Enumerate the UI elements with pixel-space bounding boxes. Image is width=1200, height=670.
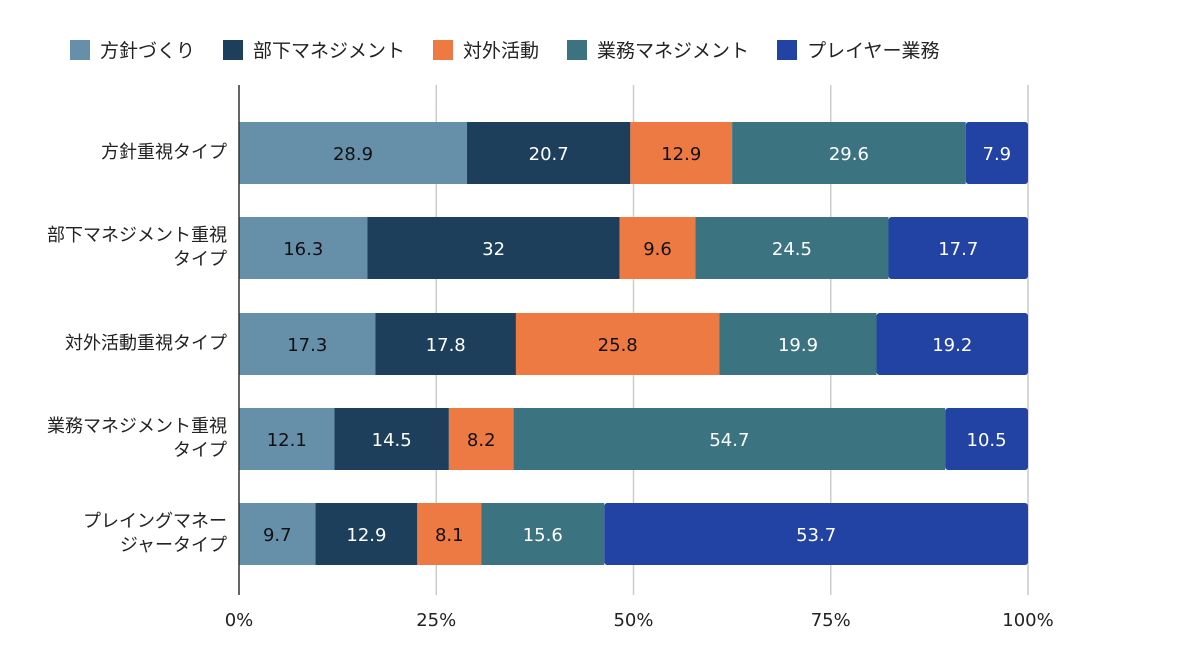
- legend-item: 業務マネジメント: [567, 36, 749, 63]
- data-label: 19.9: [778, 335, 818, 356]
- legend-item: プレイヤー業務: [777, 36, 940, 63]
- bar-segment: [630, 122, 733, 184]
- legend-label: 対外活動: [463, 40, 540, 62]
- legend-swatch: [70, 39, 90, 60]
- bar-segment: [876, 313, 1028, 375]
- bar-segment: [945, 408, 1028, 470]
- data-label: 8.1: [435, 525, 464, 546]
- bar-segment: [515, 313, 720, 375]
- data-label: 12.1: [267, 430, 307, 451]
- bar-segment: [719, 313, 877, 375]
- bar-segment: [965, 122, 1028, 184]
- bar-segment: [467, 122, 631, 184]
- legend-label: 部下マネジメント: [253, 40, 406, 62]
- legend-label: プレイヤー業務: [807, 40, 940, 62]
- data-label: 7.9: [983, 144, 1012, 165]
- legend-item: 部下マネジメント: [223, 36, 405, 63]
- legend-swatch: [777, 39, 798, 60]
- data-label: 16.3: [283, 239, 323, 260]
- legend-item: 方針づくり: [70, 36, 195, 63]
- data-label: 28.9: [333, 144, 373, 165]
- data-label: 24.5: [772, 239, 812, 260]
- bar-segment: [619, 217, 696, 279]
- bar-segment: [604, 503, 1028, 565]
- data-label: 15.6: [523, 525, 563, 546]
- category-label: 対外活動重視タイプ: [65, 333, 227, 354]
- data-label: 9.7: [263, 525, 292, 546]
- data-label: 17.3: [287, 335, 327, 356]
- legend-label: 業務マネジメント: [597, 40, 750, 62]
- bar-segment: [239, 313, 376, 375]
- data-label: 25.8: [598, 335, 638, 356]
- category-label: 業務マネジメント重視 タイプ: [47, 416, 227, 461]
- legend-swatch: [433, 39, 454, 60]
- data-label: 17.8: [426, 335, 466, 356]
- bar-segment: [695, 217, 889, 279]
- data-label: 20.7: [529, 144, 569, 165]
- bar-segment: [239, 217, 368, 279]
- legend-item: 対外活動: [433, 36, 539, 63]
- bar-segment: [513, 408, 946, 470]
- bar-segment: [375, 313, 516, 375]
- data-label: 32: [482, 239, 505, 260]
- legend-label: 方針づくり: [100, 40, 196, 62]
- data-label: 17.7: [938, 239, 978, 260]
- legend-swatch: [223, 39, 244, 60]
- bar-segment: [888, 217, 1028, 279]
- bar-segment: [367, 217, 620, 279]
- data-label: 14.5: [372, 430, 412, 451]
- category-label: 方針重視タイプ: [101, 142, 227, 163]
- data-label: 8.2: [467, 430, 496, 451]
- bar-segment: [732, 122, 966, 184]
- category-label: 部下マネジメント重視 タイプ: [47, 225, 227, 270]
- bar-segment: [315, 503, 418, 565]
- bar-segment: [334, 408, 449, 470]
- data-label: 10.5: [967, 430, 1007, 451]
- x-tick-label: 75%: [810, 610, 851, 631]
- legend-swatch: [567, 39, 588, 60]
- legend: 方針づくり 部下マネジメント 対外活動 業務マネジメント プレイヤー業務: [70, 36, 968, 63]
- data-label: 29.6: [829, 144, 869, 165]
- bar-segment: [481, 503, 605, 565]
- data-label: 54.7: [709, 430, 749, 451]
- x-tick-label: 25%: [416, 610, 457, 631]
- data-label: 19.2: [932, 335, 972, 356]
- data-label: 12.9: [661, 144, 701, 165]
- bar-segment: [239, 408, 335, 470]
- data-label: 12.9: [346, 525, 386, 546]
- bar-segment: [417, 503, 482, 565]
- x-tick-label: 100%: [1002, 610, 1054, 631]
- data-label: 53.7: [796, 525, 836, 546]
- category-label: プレイングマネー ジャータイプ: [83, 511, 227, 556]
- bar-segment: [448, 408, 514, 470]
- data-label: 9.6: [643, 239, 672, 260]
- x-tick-label: 50%: [613, 610, 654, 631]
- bar-segment: [239, 122, 468, 184]
- bar-segment: [239, 503, 316, 565]
- x-tick-label: 0%: [224, 610, 254, 631]
